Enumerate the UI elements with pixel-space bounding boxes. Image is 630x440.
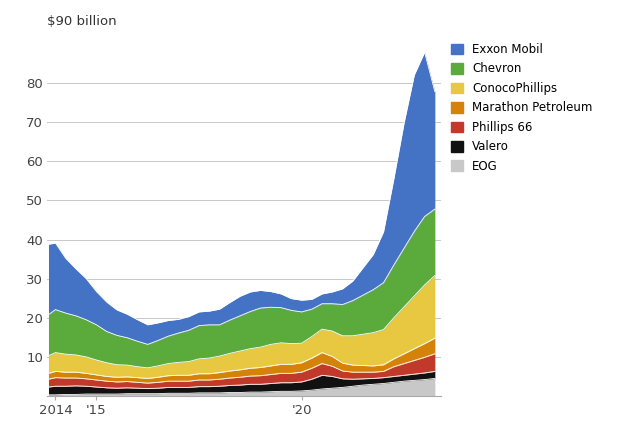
- Text: $90 billion: $90 billion: [47, 15, 117, 29]
- Legend: Exxon Mobil, Chevron, ConocoPhillips, Marathon Petroleum, Phillips 66, Valero, E: Exxon Mobil, Chevron, ConocoPhillips, Ma…: [451, 43, 592, 173]
